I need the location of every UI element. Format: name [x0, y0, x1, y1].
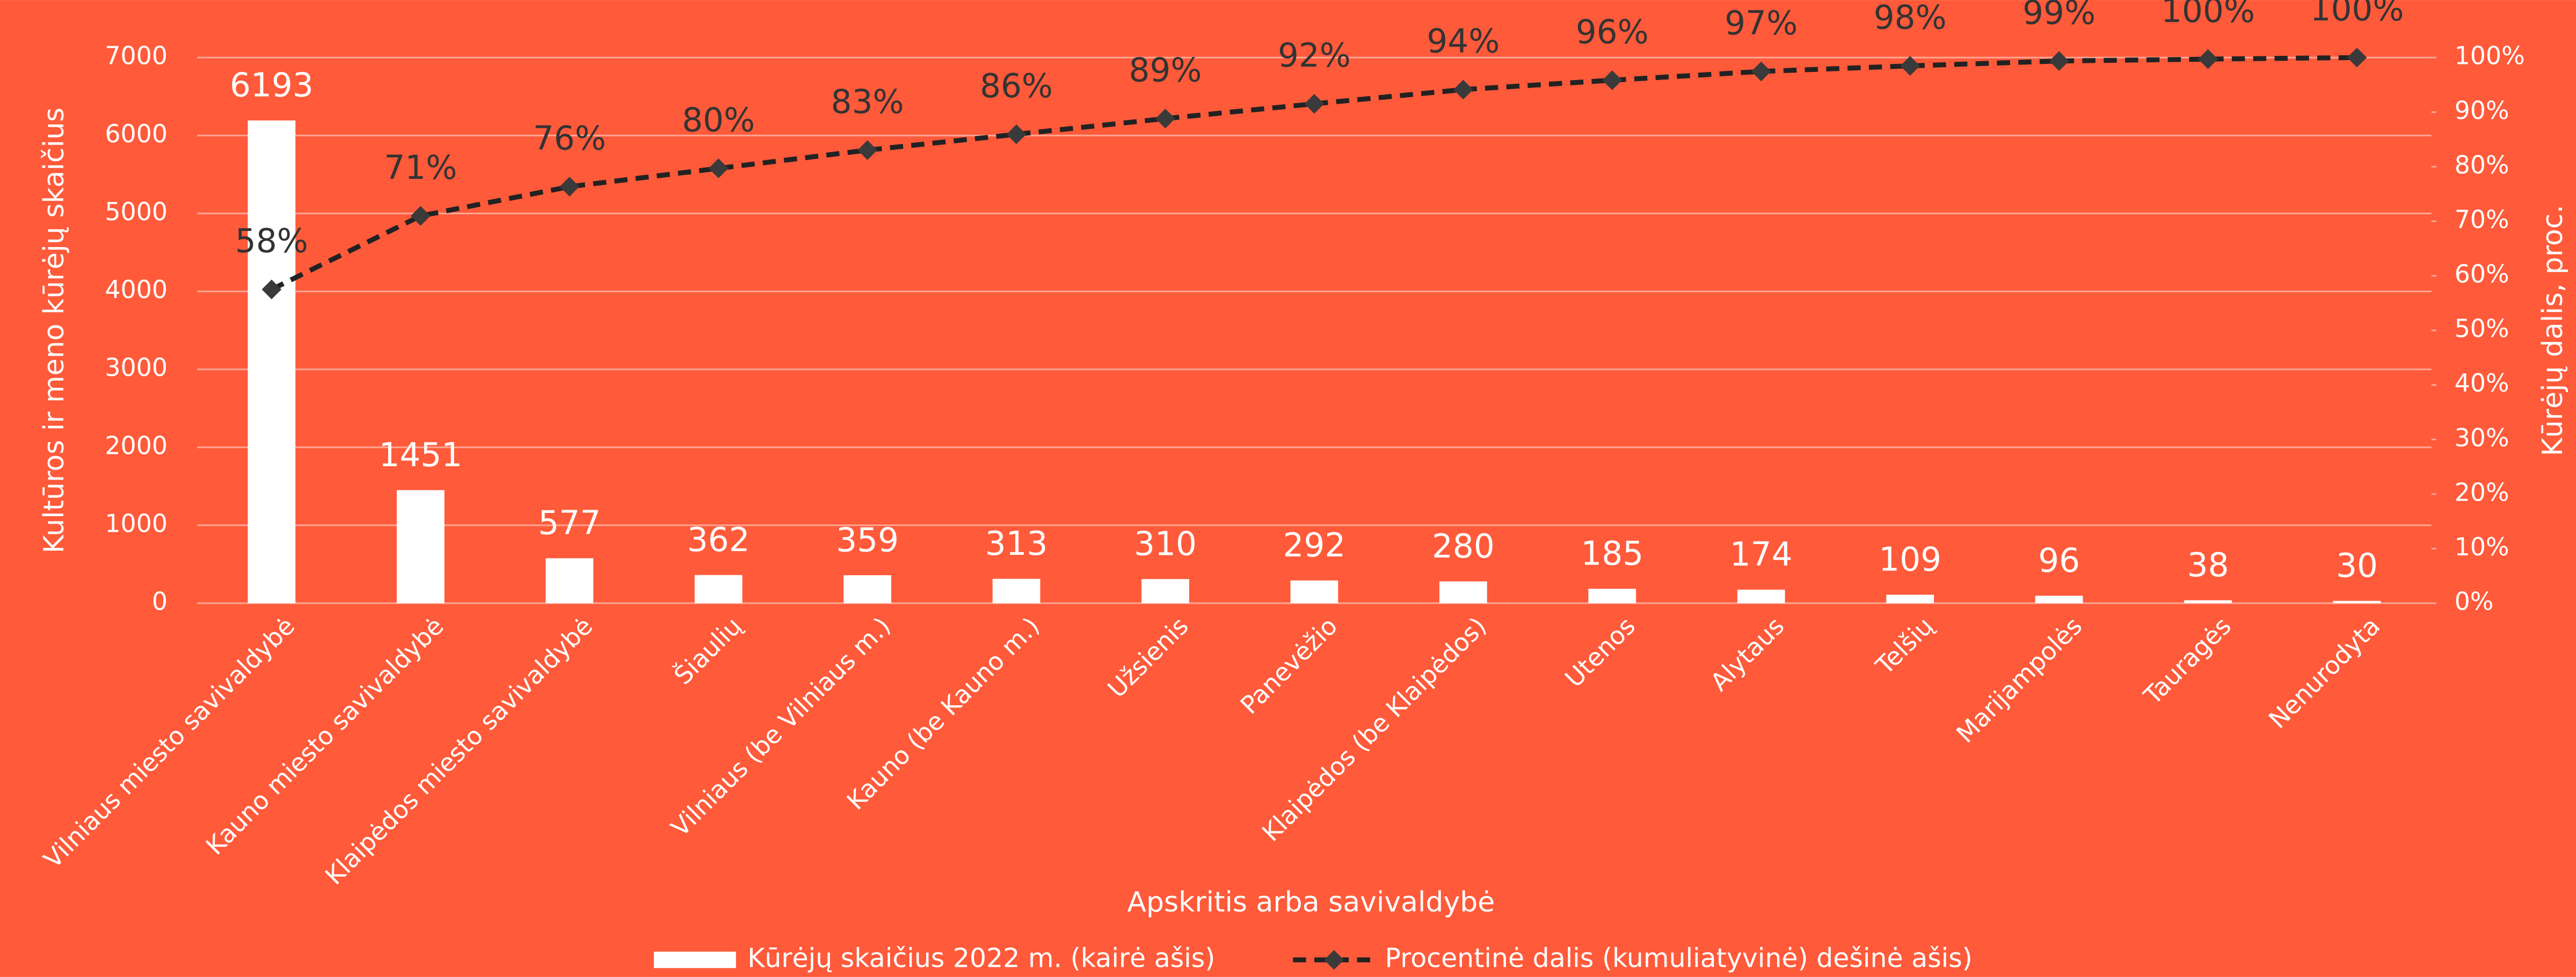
- bar-value-label: 30: [2336, 547, 2378, 585]
- bar-value-label: 174: [1730, 535, 1793, 574]
- bar-value-label: 1451: [379, 436, 462, 474]
- bar-value-label: 362: [687, 521, 750, 559]
- y2-tick-label: 30%: [2455, 423, 2509, 452]
- bar-value-label: 280: [1432, 527, 1495, 566]
- legend-swatch: [653, 951, 736, 968]
- y2-tick-label: 10%: [2455, 532, 2509, 561]
- bar-value-label: 292: [1283, 526, 1346, 565]
- legend-label: Procentinė dalis (kumuliatyvinė) dešinė …: [1385, 943, 1973, 974]
- y2-axis-title: Kūrėjų dalis, proc.: [2537, 205, 2569, 456]
- line-value-label: 97%: [1724, 4, 1798, 42]
- bar: [1737, 589, 1785, 604]
- bar: [396, 490, 445, 604]
- bar-value-label: 185: [1581, 535, 1643, 573]
- line-value-label: 98%: [1874, 0, 1947, 37]
- y2-tick-label: 0%: [2455, 587, 2494, 616]
- line-value-label: 80%: [682, 101, 755, 139]
- line-value-label: 89%: [1129, 52, 1202, 90]
- y-tick-label: 3000: [105, 353, 168, 382]
- line-value-label: 100%: [2161, 0, 2255, 30]
- line-value-label: 71%: [384, 149, 457, 187]
- line-value-label: 92%: [1278, 37, 1351, 75]
- bar: [1290, 580, 1338, 604]
- line-marker: [1155, 108, 1175, 129]
- bar: [1588, 589, 1636, 604]
- bar-value-label: 577: [538, 504, 601, 542]
- bar: [248, 120, 296, 604]
- y2-tick-label: 80%: [2455, 150, 2509, 179]
- y-tick-label: 7000: [105, 41, 168, 70]
- y2-tick-label: 20%: [2455, 477, 2509, 506]
- legend-label: Kūrėjų skaičius 2022 m. (kairė ašis): [747, 943, 1215, 974]
- y-tick-label: 2000: [105, 431, 168, 460]
- line-marker: [2049, 51, 2069, 71]
- line-marker: [1453, 79, 1473, 100]
- legend-swatch: [1324, 950, 1344, 970]
- bar: [694, 575, 743, 604]
- line-marker: [559, 177, 580, 197]
- line-value-label: 100%: [2310, 0, 2404, 28]
- y-tick-label: 5000: [105, 197, 168, 226]
- bar: [1141, 579, 1189, 604]
- bar: [545, 558, 594, 604]
- line-marker: [2347, 47, 2367, 68]
- x-axis-title: Apskritis arba savivaldybė: [1127, 886, 1495, 918]
- bar-value-label: 38: [2187, 546, 2229, 584]
- bar: [2333, 600, 2381, 604]
- bar-value-label: 96: [2038, 542, 2080, 580]
- bar-value-label: 109: [1879, 541, 1941, 579]
- y2-tick-label: 60%: [2455, 259, 2509, 288]
- y-tick-label: 1000: [105, 509, 168, 538]
- line-value-label: 76%: [533, 119, 606, 157]
- y2-tick-label: 90%: [2455, 96, 2509, 125]
- y-axis-title: Kultūros ir meno kūrėjų skaičius: [38, 107, 70, 553]
- line-value-label: 86%: [980, 67, 1053, 105]
- line-value-label: 96%: [1576, 13, 1649, 51]
- line-value-label: 58%: [235, 222, 308, 260]
- line-value-label: 83%: [831, 83, 904, 121]
- line-value-label: 94%: [1427, 23, 1500, 61]
- y2-tick-label: 40%: [2455, 368, 2509, 397]
- bar-value-label: 359: [836, 521, 899, 559]
- line-marker: [410, 206, 431, 226]
- bar: [2035, 596, 2083, 604]
- y-tick-label: 6000: [105, 119, 168, 148]
- cumulative-line: [270, 55, 2357, 292]
- bar-value-label: 310: [1134, 525, 1197, 563]
- bar: [843, 575, 892, 604]
- bar: [1439, 581, 1487, 604]
- bar-value-label: 313: [985, 525, 1048, 563]
- line-marker: [1751, 61, 1771, 82]
- bar: [992, 578, 1040, 604]
- y2-tick-label: 70%: [2455, 205, 2509, 234]
- bar-value-label: 6193: [230, 67, 314, 105]
- line-value-label: 99%: [2022, 0, 2095, 32]
- y2-tick-label: 100%: [2455, 41, 2525, 70]
- bar: [2184, 600, 2232, 604]
- y-tick-label: 4000: [105, 275, 168, 304]
- y-tick-label: 0: [152, 587, 168, 616]
- y2-tick-label: 50%: [2455, 314, 2509, 343]
- bar: [1886, 595, 1934, 604]
